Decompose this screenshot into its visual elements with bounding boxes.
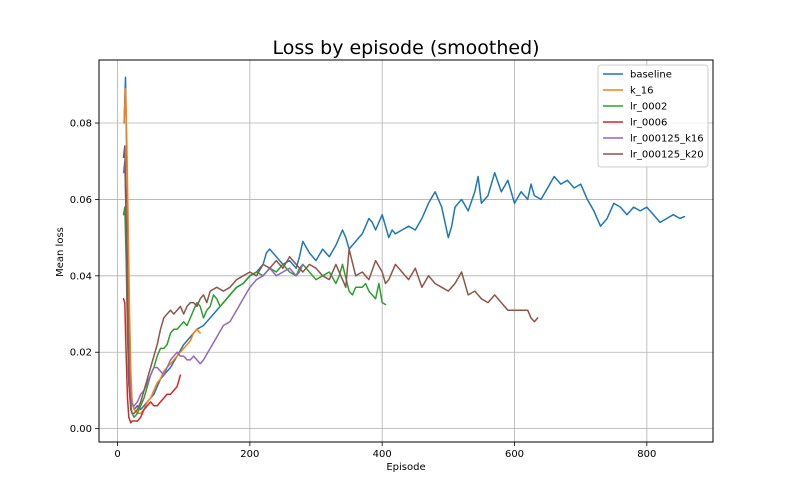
x-tick-label: 200	[240, 449, 259, 460]
series-line-k-16	[123, 87, 201, 415]
legend-label: baseline	[630, 70, 672, 81]
chart-title: Loss by episode (smoothed)	[272, 37, 539, 59]
y-tick-label: 0.00	[70, 424, 92, 435]
legend-label: lr_0002	[630, 102, 667, 113]
series-line-lr-0006	[122, 298, 182, 424]
y-axis-label: Mean loss	[55, 227, 66, 277]
tick-layer: 0 200 400 600 800 0.00 0.02 0.04 0.06 0.08	[70, 119, 657, 460]
y-tick-label: 0.04	[70, 271, 92, 282]
y-tick-label: 0.08	[70, 119, 92, 130]
x-tick-label: 800	[637, 449, 656, 460]
x-tick-label: 600	[505, 449, 524, 460]
series-line-lr-000125-k20	[122, 145, 539, 415]
legend: baseline k_16 lr_0002 lr_0006 lr_000125_k16l…	[597, 64, 709, 168]
axes-frame	[98, 59, 714, 443]
legend-label: lr_0006	[630, 118, 667, 129]
x-tick-label: 0	[114, 449, 120, 460]
series-layer	[122, 76, 686, 424]
legend-label: lr_000125_k20	[630, 150, 704, 161]
y-tick-label: 0.02	[70, 348, 92, 359]
series-line-baseline	[123, 76, 686, 411]
legend-box	[597, 64, 709, 168]
x-axis-label: Episode	[386, 462, 425, 473]
y-tick-label: 0.06	[70, 195, 92, 206]
x-tick-label: 400	[373, 449, 392, 460]
series-line-lr-0002	[122, 206, 387, 418]
legend-label: lr_000125_k16	[630, 134, 704, 145]
legend-label: k_16	[630, 86, 654, 97]
series-line-lr-000125-k16	[122, 160, 304, 407]
